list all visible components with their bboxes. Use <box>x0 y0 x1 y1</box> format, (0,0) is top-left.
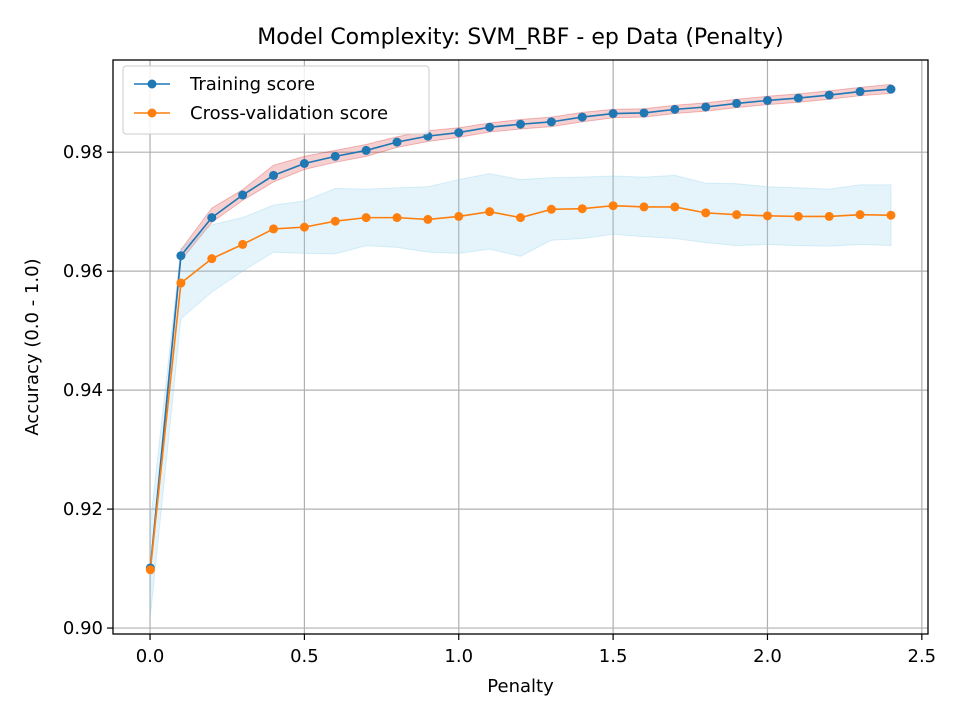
x-tick-label: 2.0 <box>753 646 782 667</box>
training-score-point <box>330 151 340 161</box>
y-tick-label: 0.90 <box>63 618 103 639</box>
cross-validation-score-point <box>176 278 186 288</box>
legend-label: Training score <box>189 74 315 95</box>
cross-validation-score-point <box>207 254 217 264</box>
training-score-point <box>207 213 217 223</box>
training-score-point <box>485 122 495 132</box>
cross-validation-score-point <box>454 211 464 221</box>
cross-validation-score-point <box>330 216 340 226</box>
cross-validation-score-point <box>886 210 896 220</box>
cross-validation-score-point <box>608 201 618 211</box>
training-score-point <box>886 84 896 94</box>
training-score-point <box>361 145 371 155</box>
legend: Training score Cross-validation score <box>122 65 430 135</box>
training-score-point <box>824 90 834 100</box>
x-tick-label: 1.0 <box>444 646 473 667</box>
y-tick-label: 0.92 <box>63 499 103 520</box>
y-tick-label: 0.98 <box>63 142 103 163</box>
marker-layer <box>145 84 896 575</box>
cross-validation-score-point <box>145 565 155 575</box>
training-score-point <box>793 93 803 103</box>
legend-box <box>122 65 430 135</box>
x-tick-label: 0.5 <box>290 646 319 667</box>
cross-validation-score-band <box>149 173 892 617</box>
training-score-point <box>546 117 556 127</box>
training-score-point <box>762 95 772 105</box>
cross-validation-score-point <box>238 239 248 249</box>
cross-validation-score-point <box>516 213 525 223</box>
cross-validation-score-point <box>762 211 772 221</box>
x-tick-label: 0.0 <box>136 646 165 667</box>
cross-validation-score-point <box>546 204 556 214</box>
cross-validation-score-point <box>824 211 834 221</box>
y-tick-label: 0.94 <box>63 380 103 401</box>
legend-label: Cross-validation score <box>190 103 388 124</box>
training-score-point <box>670 104 680 114</box>
cross-validation-score-point <box>855 210 865 220</box>
training-score-point <box>176 251 186 261</box>
cross-validation-score-point <box>639 202 649 212</box>
cross-validation-score-point <box>577 204 587 214</box>
legend-marker <box>147 79 157 89</box>
x-tick-label: 2.5 <box>908 646 937 667</box>
training-score-point <box>238 190 248 200</box>
legend-marker <box>147 108 157 118</box>
training-score-point <box>701 102 711 112</box>
tick-layer: 0.0 0.5 1.0 1.5 2.0 2.5 0.90 0.92 0.94 0.96 0.98 <box>63 142 936 667</box>
training-score-point <box>732 98 742 108</box>
y-axis-label: Accuracy (0.0 - 1.0) <box>22 258 43 435</box>
chart-title: Model Complexity: SVM_RBF - ep Data (Pen… <box>257 25 783 50</box>
training-score-point <box>269 170 279 180</box>
x-tick-label: 1.5 <box>599 646 628 667</box>
cross-validation-score-point <box>361 213 371 223</box>
training-score-point <box>855 87 865 97</box>
cross-validation-score-point <box>269 224 279 234</box>
cross-validation-score-point <box>423 214 433 224</box>
cross-validation-score-point <box>392 213 402 223</box>
cross-validation-score-point <box>670 202 680 212</box>
legend-entries: Training score Cross-validation score <box>134 74 388 124</box>
cross-validation-score-point <box>299 222 309 232</box>
training-score-point <box>392 137 402 147</box>
training-score-point <box>454 128 464 138</box>
cross-validation-score-point <box>701 208 711 218</box>
training-score-point <box>639 108 649 118</box>
cross-validation-score-point <box>793 211 803 221</box>
grid-layer <box>113 60 928 634</box>
y-tick-label: 0.96 <box>63 261 103 282</box>
training-score-point <box>608 109 618 119</box>
training-score-point <box>577 112 587 122</box>
training-score-point <box>516 119 525 129</box>
x-axis-label: Penalty <box>487 676 554 697</box>
cross-validation-score-point <box>485 207 495 217</box>
axes-frame <box>112 59 929 635</box>
cross-validation-score-point <box>732 210 742 220</box>
training-score-point <box>299 158 309 168</box>
